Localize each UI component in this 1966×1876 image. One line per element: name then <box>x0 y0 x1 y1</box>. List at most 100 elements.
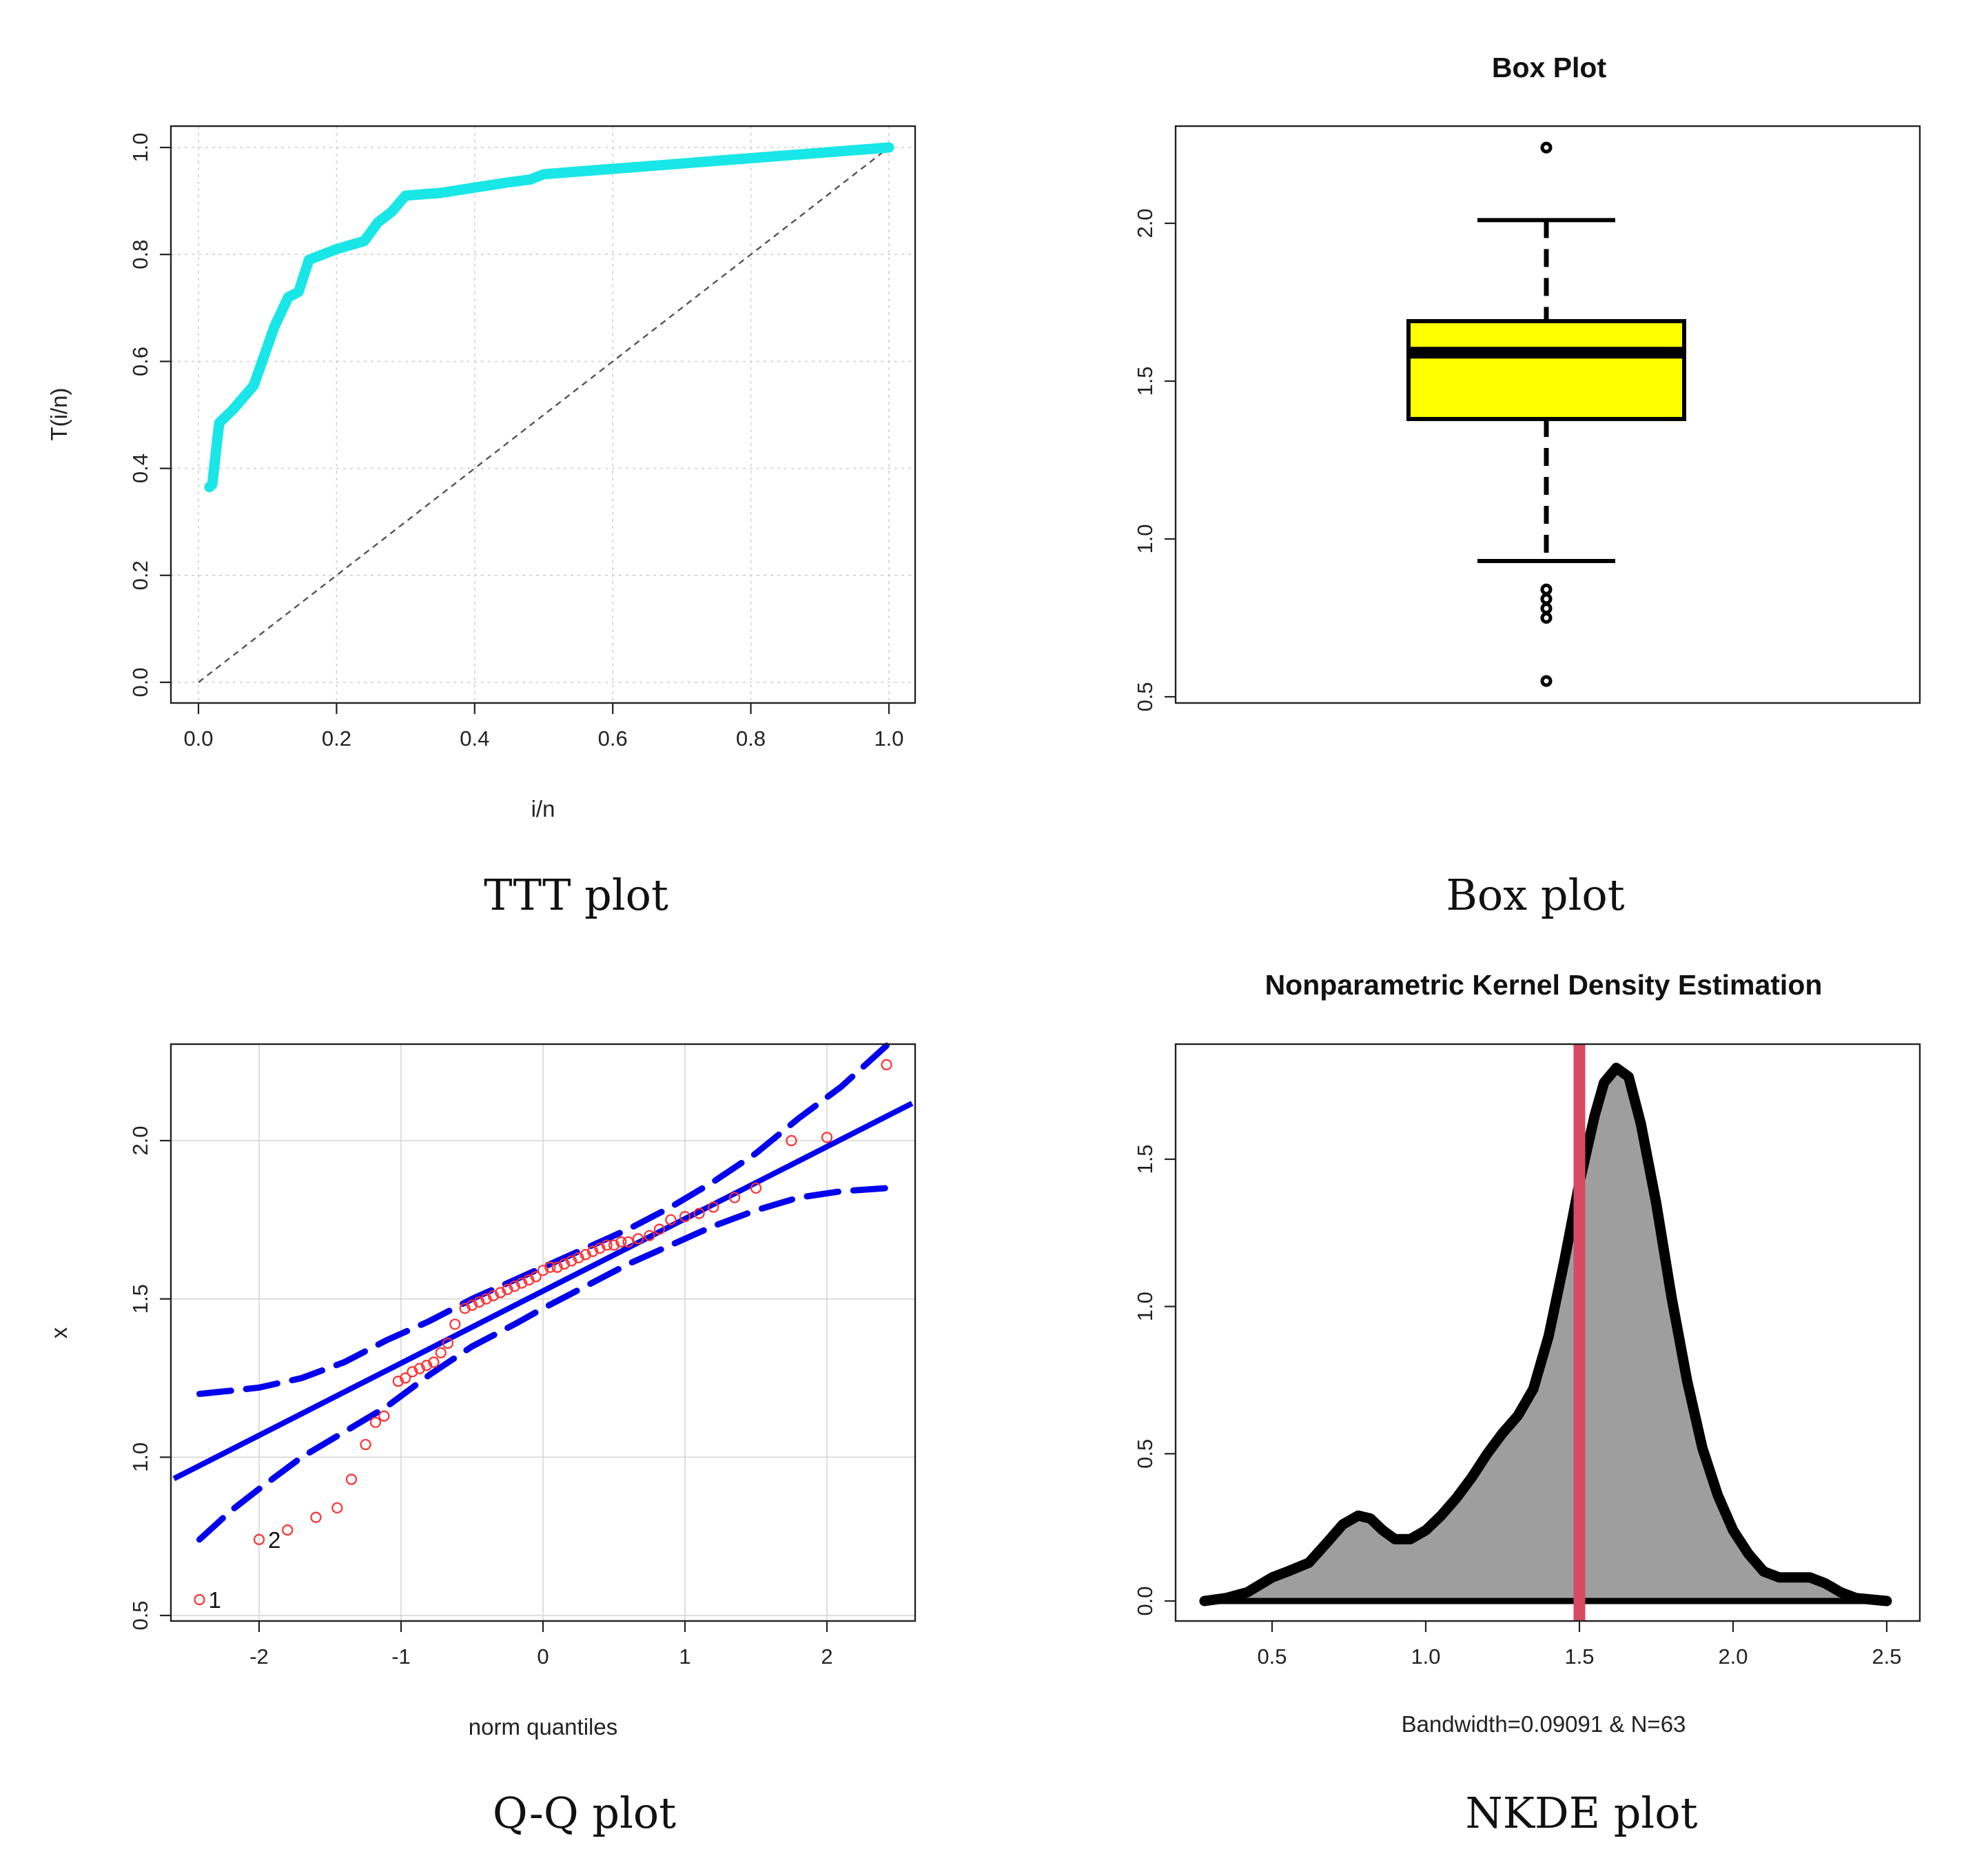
qq-point <box>523 1274 535 1286</box>
qq-point <box>632 1233 644 1245</box>
qq-point <box>665 1214 677 1225</box>
qq-point <box>515 1277 528 1289</box>
ttt-x-tick-label: 1.0 <box>874 726 903 751</box>
qq-x-tick-label: 1 <box>679 1644 690 1669</box>
nkde-caption: NKDE plot <box>1465 1788 1697 1838</box>
qq-y-tick-label: 1.5 <box>128 1284 152 1314</box>
qq-point <box>786 1134 797 1147</box>
nkde-x-axis: 0.5 1.0 1.5 2.0 2.5 <box>1257 1621 1902 1669</box>
nkde-y-tick-label: 1.0 <box>1133 1292 1157 1321</box>
nkde-x-tick-label: 0.5 <box>1257 1644 1287 1669</box>
box-outlier-point <box>1540 141 1553 154</box>
qq-point <box>345 1474 357 1485</box>
ttt-y-tick-label: 0.4 <box>128 453 152 483</box>
qq-point <box>615 1236 627 1248</box>
qq-point <box>407 1366 418 1378</box>
ttt-plot-frame <box>170 125 917 704</box>
qq-y-axis-label: x <box>46 1327 72 1338</box>
nkde-y-tick-label: 0.0 <box>1133 1586 1157 1615</box>
ttt-y-tick-label: 0.2 <box>128 560 152 590</box>
qq-point <box>473 1296 485 1308</box>
nkde-x-tick-label: 2.0 <box>1718 1644 1748 1669</box>
qq-point <box>413 1363 425 1374</box>
box-plot-frame <box>1174 125 1921 704</box>
nkde-y-tick-label: 0.5 <box>1133 1439 1157 1469</box>
ttt-y-tick-label: 0.6 <box>128 347 152 376</box>
qq-point <box>459 1303 471 1314</box>
qq-point <box>551 1261 563 1273</box>
ttt-x-axis: 0.0 0.2 0.4 0.6 0.8 1.0 <box>183 703 904 751</box>
qq-point <box>644 1230 655 1241</box>
qq-reference-line <box>172 1101 914 1482</box>
ttt-x-tick-label: 0.2 <box>322 726 351 751</box>
qq-point <box>601 1239 613 1251</box>
box-y-tick-label: 1.0 <box>1133 524 1157 553</box>
qq-point <box>369 1416 382 1428</box>
ttt-x-tick-label: 0.8 <box>736 726 766 751</box>
qq-point <box>821 1132 833 1143</box>
qq-point <box>502 1283 513 1295</box>
nkde-x-axis-label: Bandwidth=0.09091 & N=63 <box>1402 1711 1686 1737</box>
qq-point <box>420 1360 433 1372</box>
qq-y-axis: 0.5 1.0 1.5 2.0 <box>128 1125 171 1631</box>
qq-point <box>544 1261 556 1273</box>
ttt-x-axis-label: i/n <box>531 796 555 822</box>
box-y-axis: 0.5 1.0 1.5 2.0 <box>1133 208 1176 712</box>
qq-x-axis: -2 -1 0 1 2 <box>249 1621 833 1669</box>
box-outlier-point <box>1540 675 1553 687</box>
qq-x-tick-label: 0 <box>537 1644 549 1669</box>
qq-point <box>495 1287 506 1298</box>
ttt-y-axis: 0.0 0.2 0.4 0.6 0.8 1.0 <box>128 132 171 697</box>
ttt-x-tick-label: 0.0 <box>183 726 213 751</box>
qq-point <box>608 1239 620 1251</box>
ttt-grid <box>171 126 915 703</box>
box-outlier-point <box>1540 612 1553 624</box>
nkde-y-tick-label: 1.5 <box>1133 1144 1157 1174</box>
qq-point <box>530 1271 542 1283</box>
qq-point-label: 2 <box>268 1527 280 1553</box>
box-title: Box Plot <box>1492 52 1607 83</box>
qq-point <box>580 1249 591 1261</box>
qq-caption: Q-Q plot <box>493 1788 676 1838</box>
box-y-tick-label: 0.5 <box>1133 682 1157 711</box>
qq-panel: 12 -2 -1 0 1 2 0.51.01.52.0 norm quantiles x… <box>46 1042 917 1838</box>
nkde-x-tick-label: 1.0 <box>1411 1644 1440 1669</box>
qq-x-tick-label: -2 <box>249 1644 269 1669</box>
qq-point <box>573 1252 584 1264</box>
qq-point <box>594 1243 606 1254</box>
qq-point <box>566 1255 577 1267</box>
qq-upper-confidence-band <box>196 1042 890 1397</box>
qq-point <box>435 1347 447 1358</box>
qq-point <box>480 1293 492 1305</box>
qq-point <box>253 1533 265 1545</box>
qq-point <box>360 1438 371 1451</box>
box-outlier-point <box>1540 602 1553 615</box>
ttt-y-tick-label: 0.0 <box>128 667 152 697</box>
box-y-tick-label: 2.0 <box>1133 208 1157 238</box>
qq-point <box>428 1356 440 1368</box>
qq-point <box>653 1223 666 1235</box>
qq-point <box>728 1192 741 1203</box>
qq-point <box>537 1265 549 1276</box>
nkde-title: Nonparametric Kernel Density Estimation <box>1265 969 1823 1001</box>
qq-point-labels: 12 <box>208 1527 280 1613</box>
nkde-x-tick-label: 1.5 <box>1564 1644 1594 1669</box>
ttt-reference-diagonal <box>198 147 890 683</box>
qq-point <box>400 1372 411 1384</box>
ttt-x-tick-label: 0.4 <box>460 726 489 751</box>
qq-point <box>586 1245 599 1257</box>
qq-point <box>449 1318 461 1330</box>
ttt-curve <box>204 142 894 493</box>
qq-point <box>282 1524 294 1536</box>
ttt-y-tick-label: 1.0 <box>128 132 152 162</box>
nkde-density-curve <box>1199 1063 1892 1607</box>
box-outlier-point <box>1540 583 1553 595</box>
qq-y-tick-label: 1.0 <box>128 1442 152 1472</box>
box-iqr <box>1406 318 1686 421</box>
ttt-y-tick-label: 0.8 <box>128 240 152 269</box>
ttt-y-axis-label: T(i/n) <box>46 388 72 441</box>
box-caption: Box plot <box>1446 870 1624 920</box>
qq-point <box>392 1375 404 1387</box>
qq-x-axis-label: norm quantiles <box>469 1714 617 1740</box>
